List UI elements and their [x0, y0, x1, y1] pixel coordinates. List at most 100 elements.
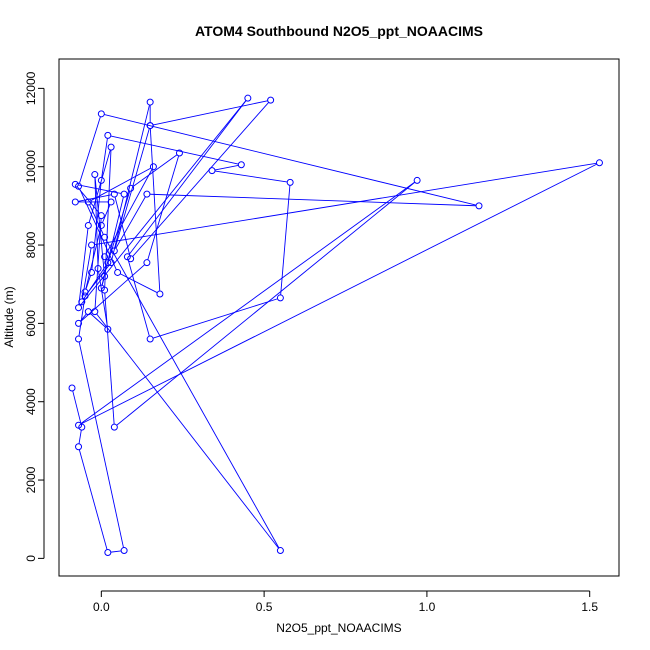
series-segment: [79, 116, 101, 184]
series-segment: [132, 154, 178, 187]
data-point: [71, 180, 79, 188]
data-point: [146, 335, 154, 343]
series-segment: [98, 271, 108, 327]
data-point: [88, 241, 96, 249]
series-points: [68, 94, 603, 556]
series-segment: [90, 167, 151, 201]
x-axis: 0.0 0.5 1.0 1.5: [93, 590, 598, 614]
x-tick-label: 0.5: [256, 600, 273, 614]
data-point: [91, 171, 99, 179]
data-point: [267, 96, 275, 104]
data-point: [97, 212, 105, 220]
data-point: [107, 259, 115, 267]
series-segment: [114, 197, 131, 256]
data-point: [110, 190, 118, 198]
data-point: [123, 253, 131, 261]
data-point: [276, 547, 284, 555]
data-point: [75, 335, 83, 343]
data-point: [143, 259, 151, 267]
data-point: [110, 247, 118, 255]
data-point: [276, 294, 284, 302]
x-tick-label: 1.5: [581, 600, 598, 614]
data-point: [208, 167, 216, 175]
series-segment: [94, 218, 102, 309]
data-point: [237, 161, 245, 169]
data-point: [97, 284, 105, 292]
series-segment: [89, 204, 104, 235]
series-segment: [81, 163, 597, 425]
series-segment: [104, 293, 115, 425]
series-segment: [78, 430, 82, 444]
data-point: [286, 178, 294, 186]
series-segment: [120, 273, 158, 293]
data-point: [156, 290, 164, 298]
data-point: [413, 176, 421, 184]
plot-frame: [58, 58, 620, 577]
data-point: [114, 268, 122, 276]
data-point: [91, 308, 99, 316]
data-point: [146, 98, 154, 106]
data-point: [68, 384, 76, 392]
y-tick-label: 0: [24, 555, 38, 562]
data-point: [101, 272, 109, 280]
data-point: [175, 149, 183, 157]
data-point: [97, 221, 105, 229]
series-segment: [111, 105, 150, 260]
data-point: [120, 547, 128, 555]
series-segment: [280, 185, 291, 295]
series-segment: [94, 177, 99, 266]
series-segment: [90, 313, 106, 328]
series-segment: [80, 313, 87, 322]
y-tick-label: 2000: [24, 466, 38, 493]
data-point: [88, 268, 96, 276]
data-point: [84, 221, 92, 229]
y-tick-label: 12000: [24, 71, 38, 105]
data-point: [104, 325, 112, 333]
series-segment: [128, 100, 247, 255]
data-point: [101, 253, 109, 261]
series-segment: [153, 100, 268, 126]
data-point: [84, 308, 92, 316]
data-point: [143, 190, 151, 198]
series-segment: [94, 162, 597, 245]
y-tick-label: 6000: [24, 310, 38, 337]
x-tick-label: 0.0: [93, 600, 110, 614]
data-point: [81, 288, 89, 296]
data-point: [244, 94, 252, 102]
data-point: [75, 443, 83, 451]
series-segment: [215, 164, 239, 171]
series-segment: [110, 550, 121, 553]
series-segment: [88, 150, 111, 223]
series-segment: [94, 177, 105, 274]
series-segment: [215, 170, 288, 183]
series-segment: [80, 181, 415, 424]
series-segment: [96, 313, 279, 549]
series-segment: [76, 186, 100, 214]
y-tick-label: 10000: [24, 150, 38, 184]
series-segment: [78, 184, 122, 194]
data-point: [110, 423, 118, 431]
data-point: [595, 159, 603, 167]
series-segment: [105, 169, 153, 255]
data-point: [127, 184, 135, 192]
data-point: [120, 190, 128, 198]
series-segment: [115, 196, 146, 249]
series-segment: [85, 275, 91, 290]
data-point: [107, 198, 115, 206]
series-segment: [114, 128, 150, 248]
data-point: [81, 292, 89, 300]
series-segment: [72, 390, 82, 425]
series-segment: [110, 135, 239, 165]
series-segment: [132, 102, 269, 257]
series-segment: [149, 128, 161, 291]
data-point: [75, 421, 83, 429]
series-segment: [150, 193, 476, 207]
y-axis: 0 2000 4000 6000 8000 10000 12000: [24, 71, 45, 562]
data-point: [475, 202, 483, 210]
series-segment: [104, 150, 112, 287]
series-segment: [104, 114, 476, 206]
data-point: [149, 163, 157, 171]
data-point: [104, 131, 112, 139]
data-point: [97, 176, 105, 184]
